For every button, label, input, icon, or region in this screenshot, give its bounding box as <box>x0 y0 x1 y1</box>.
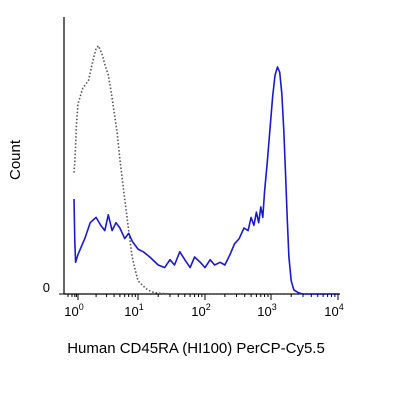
plot-frame <box>63 17 340 295</box>
x-axis-title: Human CD45RA (HI100) PerCP-Cy5.5 <box>67 340 325 357</box>
series-stained-histogram <box>73 66 338 295</box>
x-tick-label: 102 <box>191 302 210 319</box>
x-tick-label: 103 <box>257 302 276 319</box>
y-axis-ticks: 0 <box>43 280 64 295</box>
y-axis-title: Count <box>7 139 24 180</box>
x-axis-ticks: 100 101 102 103 104 <box>64 294 344 319</box>
x-tick-label: 104 <box>324 302 343 319</box>
y-tick-label: 0 <box>43 280 50 295</box>
x-tick-label: 100 <box>64 302 83 319</box>
series-control-histogram <box>73 45 338 295</box>
series-layer <box>73 45 338 295</box>
x-tick-label: 101 <box>124 302 143 319</box>
